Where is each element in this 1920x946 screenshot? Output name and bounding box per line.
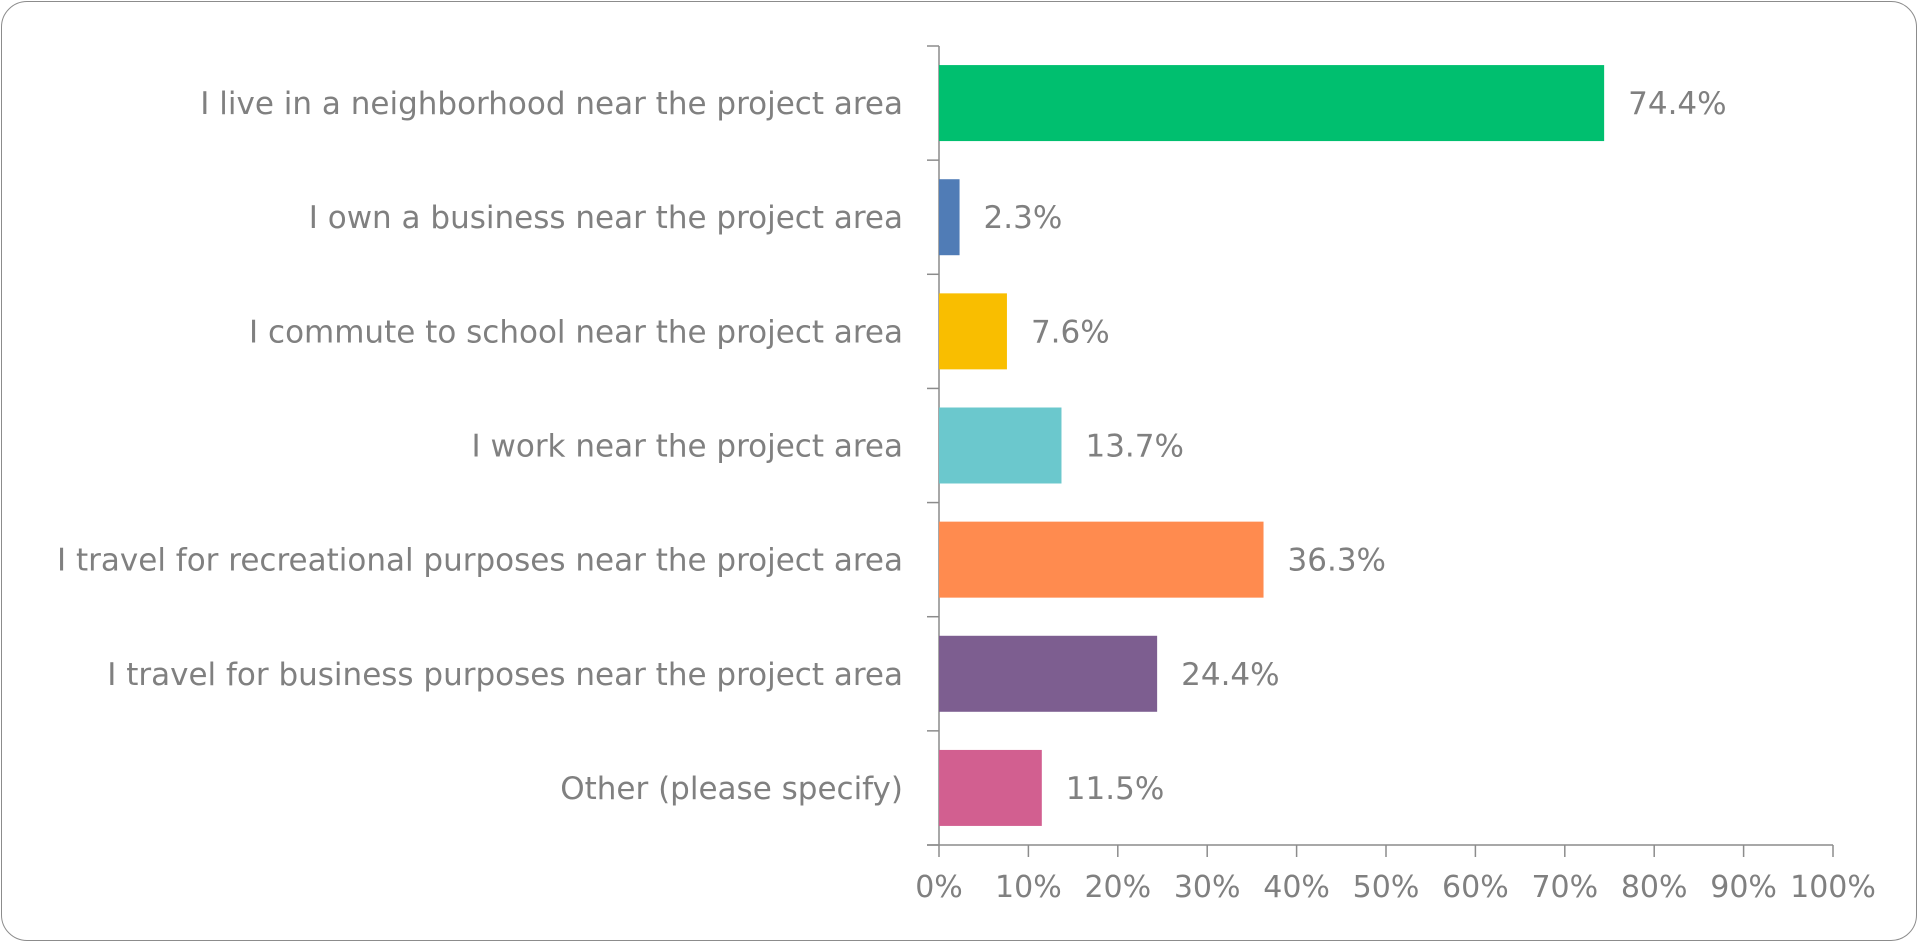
x-tick-label: 30% [1174, 870, 1241, 905]
x-tick-label: 100% [1790, 870, 1876, 905]
bar [939, 521, 1264, 598]
x-tick-label: 80% [1621, 870, 1688, 905]
category-label: I work near the project area [472, 429, 904, 465]
category-label: I commute to school near the project are… [249, 314, 903, 350]
x-tick-label: 40% [1263, 870, 1330, 905]
x-tick-label: 20% [1084, 870, 1151, 905]
category-label: I live in a neighborhood near the projec… [200, 86, 903, 122]
x-tick-label: 60% [1442, 870, 1509, 905]
data-label: 36.3% [1288, 543, 1386, 579]
bar [939, 65, 1605, 142]
data-label: 74.4% [1628, 86, 1726, 122]
bar [939, 407, 1062, 484]
category-label: I own a business near the project area [309, 200, 903, 236]
data-label: 24.4% [1181, 657, 1279, 693]
x-tick-label: 0% [915, 870, 963, 905]
bar [939, 749, 1042, 826]
x-tick-label: 90% [1710, 870, 1777, 905]
category-label: Other (please specify) [560, 771, 903, 807]
x-tick-label: 50% [1353, 870, 1420, 905]
data-label: 11.5% [1066, 771, 1164, 807]
category-label: I travel for business purposes near the … [107, 657, 903, 693]
bar [939, 179, 960, 256]
category-label: I travel for recreational purposes near … [57, 543, 903, 579]
bar [939, 293, 1007, 370]
data-label: 7.6% [1031, 314, 1110, 350]
x-tick-label: 10% [995, 870, 1062, 905]
data-label: 13.7% [1085, 429, 1183, 465]
data-label: 2.3% [984, 200, 1063, 236]
bar [939, 635, 1158, 712]
x-tick-label: 70% [1531, 870, 1598, 905]
